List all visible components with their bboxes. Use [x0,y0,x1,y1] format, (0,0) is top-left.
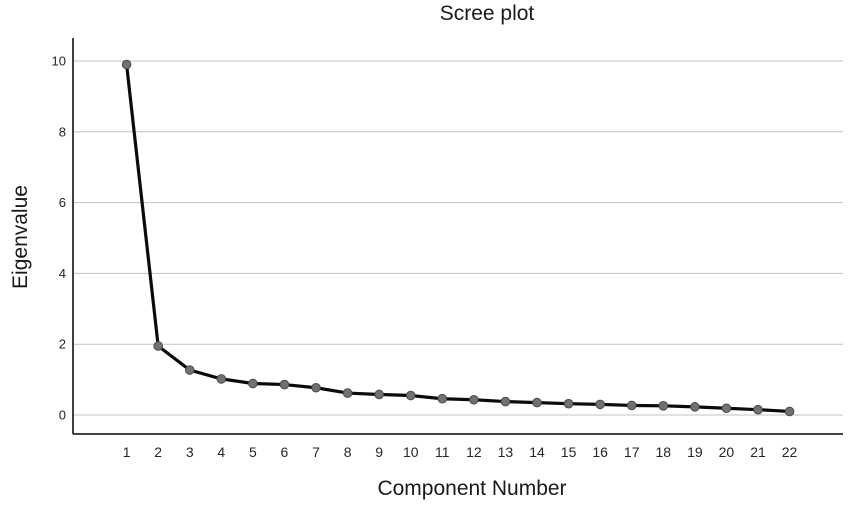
x-tick-label: 3 [186,444,194,460]
data-point [595,399,605,410]
data-point [437,393,448,404]
data-point [500,396,511,407]
data-point [374,389,384,400]
x-tick-label: 2 [154,444,162,460]
data-point [690,402,700,412]
chart-title: Scree plot [439,2,535,25]
x-tick-label: 10 [403,444,419,460]
y-tick-label: 8 [59,124,66,139]
data-point [342,388,353,398]
scree-line [124,62,792,414]
y-tick-label: 0 [59,408,66,423]
x-tick-label: 16 [592,444,608,460]
data-point [311,382,321,393]
data-point [469,394,479,405]
data-point [563,398,574,409]
data-point [626,400,637,411]
data-point [784,406,795,417]
x-tick-label: 14 [529,444,545,460]
x-tick-label: 1 [123,444,131,460]
y-tick-label: 10 [52,54,66,69]
data-point [532,397,542,408]
x-tick-label: 4 [217,444,225,460]
data-point [753,404,763,415]
data-point [216,374,227,384]
x-tick-label: 6 [281,444,289,460]
data-point [153,341,163,351]
data-point [121,59,132,70]
x-tick-label: 20 [719,444,735,460]
x-tick-label: 12 [466,444,482,460]
x-tick-label: 7 [312,444,320,460]
x-tick-label: 13 [498,444,514,460]
x-tick-label: 15 [561,444,577,460]
y-tick-label: 6 [59,195,66,210]
x-tick-label: 8 [344,444,352,460]
data-point [279,379,290,390]
x-tick-label: 17 [624,444,640,460]
data-point [184,365,195,375]
data-point [248,378,258,389]
x-tick-label: 5 [249,444,257,460]
data-point [721,403,732,414]
y-tick-label: 4 [59,266,66,281]
x-tick-label: 9 [375,444,383,460]
x-tick-label: 18 [656,444,672,460]
x-tick-label: 21 [750,444,766,460]
y-tick-label: 2 [59,337,66,352]
x-tick-label: 19 [687,444,703,460]
data-point [658,400,669,411]
data-point [405,390,416,401]
x-axis-label: Component Number [377,477,567,500]
x-tick-label: 22 [782,444,798,460]
x-tick-label: 11 [435,444,450,460]
